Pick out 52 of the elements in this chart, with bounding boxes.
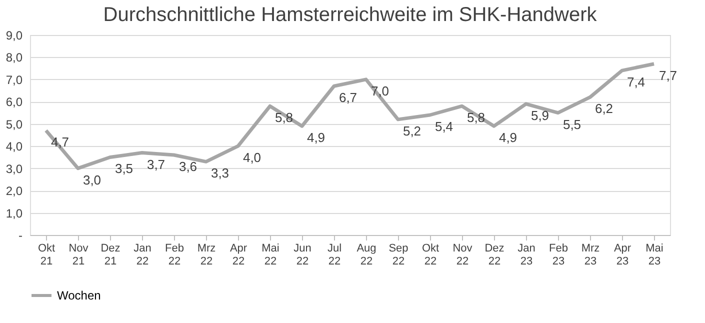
- x-tick-label: Jan 23: [518, 242, 536, 268]
- x-tick-label: Mai 22: [262, 242, 280, 268]
- data-label: 7,4: [626, 74, 646, 90]
- chart-title: Durchschnittliche Hamsterreichweite im SHK-Handwerk: [103, 4, 598, 26]
- data-label: 5,5: [562, 116, 582, 132]
- data-label: 7,0: [370, 83, 390, 98]
- data-label: 5,4: [434, 119, 454, 134]
- legend-label: Wochen: [57, 288, 101, 302]
- x-tick-label: Dez 22: [484, 242, 504, 268]
- data-label: 5,9: [530, 108, 550, 123]
- x-tick-label: Okt 21: [38, 242, 56, 268]
- data-label: 4,9: [306, 130, 326, 146]
- data-label: 3,0: [82, 172, 102, 188]
- x-tick-label: Feb 22: [165, 242, 184, 268]
- x-tick-label: Apr 22: [230, 242, 248, 268]
- data-label: 4,7: [50, 134, 70, 150]
- y-tick-label: 2,0: [6, 184, 23, 198]
- x-tick-label: Aug 22: [356, 242, 376, 268]
- x-tick-label: Jan 22: [134, 242, 152, 268]
- y-tick-label: 5,0: [6, 117, 23, 132]
- data-label: 6,7: [338, 90, 358, 106]
- data-label: 3,7: [146, 156, 166, 172]
- data-label: 3,3: [210, 166, 230, 181]
- y-tick-label: 7,0: [6, 72, 23, 87]
- x-tick-label: Mai 23: [646, 242, 664, 268]
- data-label: 5,8: [274, 110, 294, 126]
- data-label: 5,2: [402, 123, 422, 138]
- data-label: 6,2: [594, 101, 614, 116]
- data-label: 4,0: [242, 150, 262, 166]
- x-tick-label: Jul 22: [327, 242, 342, 268]
- x-tick-label: Apr 23: [614, 242, 632, 268]
- x-tick-label: Dez 21: [100, 242, 120, 268]
- data-label: 3,5: [114, 161, 134, 176]
- x-tick-label: Nov 21: [68, 242, 89, 268]
- data-label: 5,8: [466, 110, 486, 126]
- x-tick-label: Mrz 23: [581, 242, 600, 268]
- x-tick-label: Jun 22: [294, 242, 312, 268]
- x-tick-label: Sep 22: [388, 242, 408, 268]
- y-tick-label: 4,0: [6, 140, 23, 154]
- y-tick-label: 9,0: [6, 28, 23, 42]
- x-tick-label: Okt 22: [422, 242, 440, 268]
- y-tick-label: 6,0: [6, 95, 23, 110]
- data-label: 4,9: [498, 130, 518, 146]
- y-tick-label: 8,0: [6, 50, 23, 65]
- x-tick-label: Feb 23: [549, 242, 568, 268]
- x-tick-label: Nov 22: [452, 242, 473, 268]
- y-tick-label: -: [18, 228, 22, 242]
- y-tick-label: 1,0: [6, 206, 23, 220]
- y-tick-label: 3,0: [6, 162, 23, 176]
- data-label: 7,7: [658, 68, 678, 83]
- x-tick-label: Mrz 22: [197, 242, 216, 268]
- data-label: 3,6: [178, 159, 198, 174]
